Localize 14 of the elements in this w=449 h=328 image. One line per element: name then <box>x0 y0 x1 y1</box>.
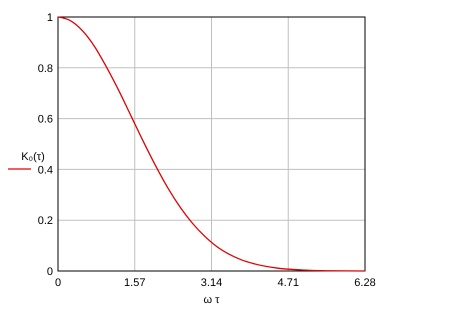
y-tick-label: 0.2 <box>38 215 53 228</box>
line-series <box>57 16 366 272</box>
y-tick-label: 0 <box>46 266 53 278</box>
y-tick-label: 1 <box>46 12 53 24</box>
x-tick-label: 3.14 <box>200 277 222 289</box>
y-tick-label: 0.6 <box>38 114 53 126</box>
y-tick-label: 0.8 <box>38 62 53 75</box>
x-tick-label: 1.57 <box>124 277 146 289</box>
x-tick-label: 6.28 <box>354 277 376 289</box>
x-tick-label: 4.71 <box>278 277 299 289</box>
x-axis-title: ω τ <box>204 294 220 306</box>
x-tick-label: 0 <box>54 277 62 289</box>
y-axis-title: K₀(τ) <box>21 151 45 163</box>
y-tick-label: 0.4 <box>38 164 53 176</box>
